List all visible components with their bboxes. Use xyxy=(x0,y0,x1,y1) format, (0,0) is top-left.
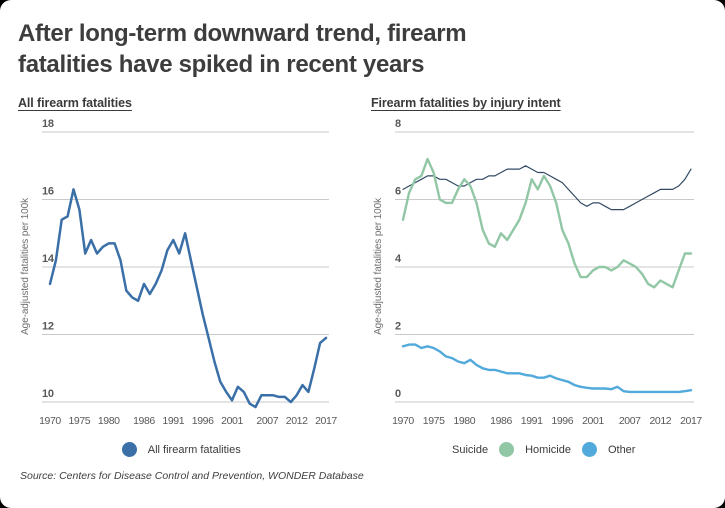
title-line-2: fatalities have spiked in recent years xyxy=(18,51,425,78)
x-tick-label-1980: 1980 xyxy=(98,415,120,427)
x-tick-label-1970: 1970 xyxy=(392,415,414,427)
x-tick-label-2001: 2001 xyxy=(221,415,243,427)
y-tick-label-18: 18 xyxy=(42,118,54,130)
intent-legend-dot-0 xyxy=(499,442,515,457)
chart-subtitle-intent: Firearm fatalities by injury intent xyxy=(371,96,561,110)
chart-all-fatalities: All firearm fatalities Age-adjusted fata… xyxy=(18,96,350,428)
x-tick-label-1991: 1991 xyxy=(162,415,184,427)
x-tick-label-1970: 1970 xyxy=(39,415,61,427)
charts-row: All firearm fatalities Age-adjusted fata… xyxy=(18,96,715,428)
x-tick-label-2001: 2001 xyxy=(582,415,604,427)
x-tick-label-1975: 1975 xyxy=(423,415,445,427)
x-tick-label-1991: 1991 xyxy=(521,415,543,427)
y-tick-label-12: 12 xyxy=(42,321,54,333)
y-tick-label-14: 14 xyxy=(42,253,55,265)
legend-row: All firearm fatalities Suicide Homicide Ot… xyxy=(0,442,725,457)
intent-legend-label-other: Other xyxy=(607,443,636,456)
x-tick-label-1980: 1980 xyxy=(453,415,475,427)
chart-subtitle-all: All firearm fatalities xyxy=(18,96,132,110)
plot-injury-intent: 0 2 4 6 8 1970 1975 1980 1986 1991 1996 2001 2007 201… xyxy=(385,116,715,428)
chart-svg-plot-injury-intent: 0 2 4 6 8 1970 1975 1980 1986 1991 1996 2001 2007 201… xyxy=(392,118,703,427)
legend-all-fatalities: All firearm fatalities xyxy=(0,442,363,457)
y-tick-label-0: 0 xyxy=(395,388,401,400)
y-tick-label-10: 10 xyxy=(42,388,54,400)
intent-legend-label-suicide: Suicide xyxy=(452,443,489,456)
all-fatalities-legend-dot xyxy=(121,442,137,457)
x-tick-label-2012: 2012 xyxy=(286,415,308,427)
y-tick-label-4: 4 xyxy=(395,253,402,265)
x-tick-label-1996: 1996 xyxy=(551,415,573,427)
chart-injury-intent: Firearm fatalities by injury intent Age-… xyxy=(371,96,715,428)
title-line-1: After long-term downward trend, firearm xyxy=(18,20,467,47)
intent-legend-dot-1 xyxy=(581,442,597,457)
y-tick-label-2: 2 xyxy=(395,321,401,333)
y-tick-label-16: 16 xyxy=(42,186,54,198)
y-axis-label-all: Age-adjusted fatalities per 100k xyxy=(19,197,31,335)
y-axis-label-intent: Age-adjusted fatalities per 100k xyxy=(372,197,384,335)
source-note: Source: Centers for Disease Control and … xyxy=(20,470,364,482)
page-title: After long-term downward trend, firearm … xyxy=(18,18,707,80)
x-tick-label-1975: 1975 xyxy=(68,415,90,427)
plot-all-fatalities: 10 12 14 16 18 1970 1975 1980 1986 1991 1996 2001 20… xyxy=(32,116,350,428)
x-tick-label-2007: 2007 xyxy=(256,415,278,427)
series-line-suicide xyxy=(402,165,692,211)
x-tick-label-1986: 1986 xyxy=(133,415,155,427)
legend-injury-intent: Suicide Homicide Other xyxy=(363,442,725,457)
intent-legend-label-homicide: Homicide xyxy=(525,443,571,456)
x-tick-label-1996: 1996 xyxy=(192,415,214,427)
x-tick-label-2007: 2007 xyxy=(619,415,641,427)
series-line-other xyxy=(401,343,693,394)
x-tick-label-2017: 2017 xyxy=(680,415,702,427)
x-tick-label-1986: 1986 xyxy=(490,415,512,427)
x-tick-label-2012: 2012 xyxy=(649,415,671,427)
y-tick-label-8: 8 xyxy=(395,118,401,130)
series-line-homicide xyxy=(401,157,693,289)
y-tick-label-6: 6 xyxy=(395,186,401,198)
series-line-all-firearm-fatalities xyxy=(48,188,328,409)
chart-svg-plot-all-fatalities: 10 12 14 16 18 1970 1975 1980 1986 1991 1996 2001 20… xyxy=(39,118,338,427)
all-fatalities-legend-label: All firearm fatalities xyxy=(147,443,241,456)
x-tick-label-2017: 2017 xyxy=(315,415,337,427)
